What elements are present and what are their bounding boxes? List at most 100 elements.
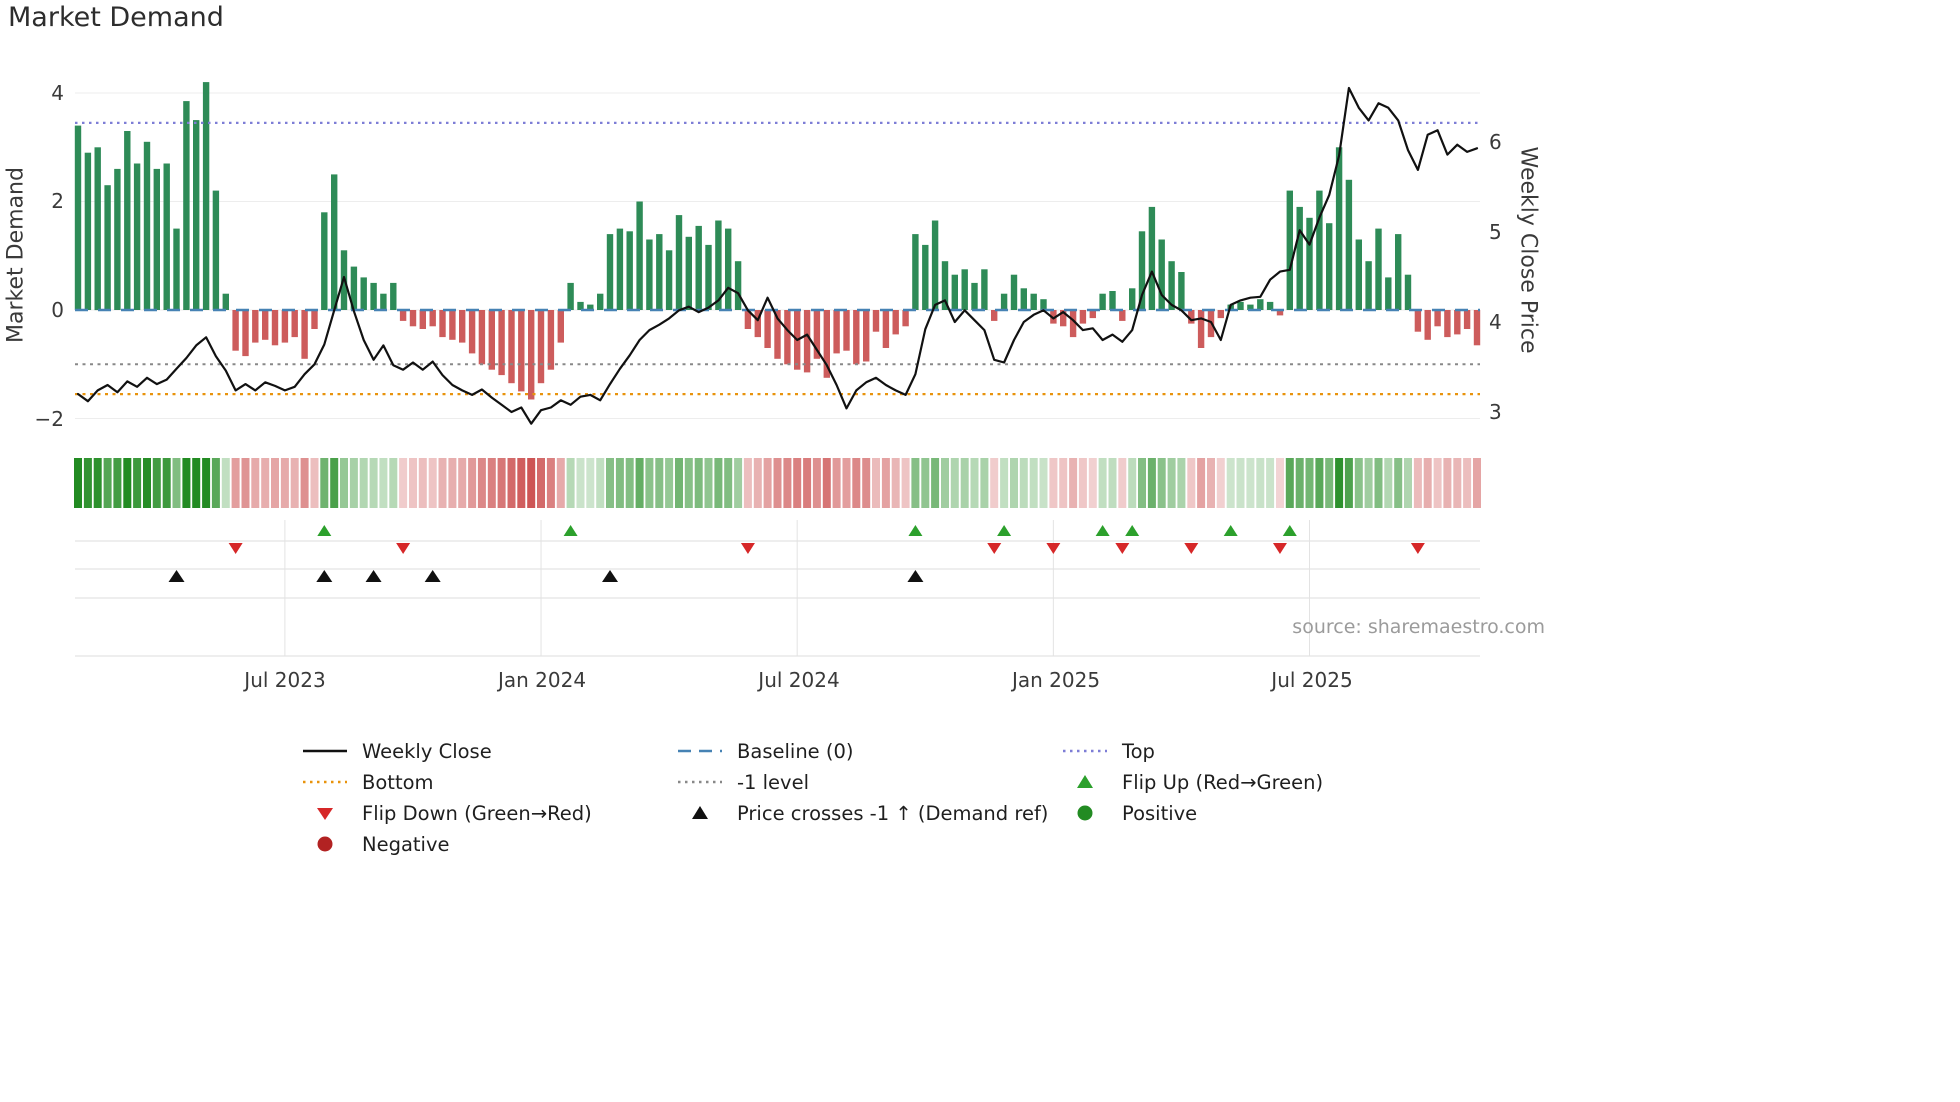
- demand-bar: [1158, 239, 1165, 310]
- demand-bar: [833, 310, 840, 354]
- demand-bar: [981, 269, 988, 310]
- demand-bar: [1434, 310, 1441, 327]
- flip-down-marker: [1272, 543, 1287, 554]
- demand-bar: [1395, 234, 1402, 310]
- heatmap-cell: [812, 458, 821, 508]
- heatmap-cell: [665, 458, 674, 508]
- heatmap-cell: [842, 458, 851, 508]
- heatmap-cell: [74, 458, 82, 508]
- heatmap-cell: [990, 458, 999, 508]
- demand-bar: [429, 310, 436, 327]
- heatmap-cell: [103, 458, 112, 508]
- heatmap-cell: [1404, 458, 1412, 508]
- left-axis-tick: 4: [51, 81, 64, 105]
- demand-bar: [922, 244, 929, 310]
- flip-down-marker: [1115, 543, 1130, 554]
- legend-item-top: Top: [1060, 736, 1490, 766]
- heatmap-cell: [330, 458, 339, 508]
- heatmap-cell: [458, 458, 467, 508]
- demand-bar: [577, 301, 584, 310]
- x-axis-tick: Jan 2024: [497, 668, 587, 692]
- legend-label: Top: [1122, 739, 1155, 763]
- heatmap-cell: [1177, 458, 1186, 508]
- demand-bar: [1444, 310, 1451, 338]
- heatmap-cell: [960, 458, 969, 508]
- demand-bar: [1168, 261, 1175, 310]
- demand-bar: [941, 261, 949, 310]
- demand-bar: [931, 220, 939, 310]
- demand-bar: [991, 310, 998, 321]
- flip-down-marker: [1410, 543, 1425, 554]
- legend-label: Price crosses -1 ↑ (Demand ref): [737, 801, 1049, 825]
- demand-bar: [1040, 299, 1047, 310]
- demand-bar: [715, 220, 722, 310]
- heatmap-cell: [1049, 458, 1058, 508]
- flip-down-marker: [396, 543, 411, 554]
- legend-label: Positive: [1122, 801, 1198, 825]
- x-axis-tick: Jan 2025: [1011, 668, 1101, 692]
- demand-bar: [734, 261, 742, 310]
- demand-bar: [84, 152, 92, 310]
- demand-bar: [173, 228, 180, 310]
- heatmap-cell: [586, 458, 595, 508]
- demand-bar: [1148, 206, 1156, 310]
- heatmap-cell: [428, 458, 437, 508]
- demand-bar: [557, 310, 564, 343]
- heatmap-cell: [852, 458, 861, 508]
- demand-bar: [1316, 190, 1323, 310]
- demand-bar: [971, 282, 978, 310]
- heatmap-cell: [1295, 458, 1304, 508]
- demand-bar: [567, 282, 574, 310]
- price-cross-marker: [424, 570, 441, 582]
- demand-bar: [537, 310, 545, 384]
- left-axis-tick: 2: [51, 189, 64, 213]
- demand-bar: [1414, 310, 1422, 332]
- demand-bar: [124, 131, 131, 310]
- demand-bar: [902, 310, 909, 327]
- heatmap-cell: [1069, 458, 1078, 508]
- weekly-close-line: [76, 86, 1479, 425]
- flip-up-marker: [1125, 525, 1140, 536]
- heatmap-cell: [714, 458, 723, 508]
- heatmap-cell: [1216, 458, 1225, 508]
- heatmap-cell: [1246, 458, 1255, 508]
- left-axis-tick: 0: [51, 298, 64, 322]
- demand-bar: [488, 310, 495, 370]
- demand-bar: [439, 310, 446, 338]
- heatmap-cell: [704, 458, 713, 508]
- heatmap-cell: [694, 458, 703, 508]
- heatmap-cell: [1354, 458, 1363, 508]
- demand-bar: [1217, 310, 1224, 319]
- heatmap-cell: [290, 458, 299, 508]
- legend-label: Negative: [362, 832, 450, 856]
- heatmap-cell: [133, 458, 142, 508]
- heatmap-cell: [1423, 458, 1432, 508]
- heatmap-cell: [409, 458, 417, 508]
- heatmap-cell: [349, 458, 358, 508]
- heatmap-cell: [684, 458, 693, 508]
- heatmap-cell: [231, 458, 240, 508]
- heatmap-cell: [1305, 458, 1314, 508]
- demand-bar: [872, 310, 880, 332]
- heatmap-cell: [891, 458, 900, 508]
- x-axis-tick: Jul 2024: [758, 668, 840, 692]
- legend-item-flip-down: Flip Down (Green→Red): [300, 798, 675, 828]
- demand-bar: [1020, 288, 1027, 310]
- heatmap-cell: [921, 458, 930, 508]
- heatmap-cell: [300, 458, 309, 508]
- heatmap-cell: [743, 458, 752, 508]
- heatmap-cell: [399, 458, 408, 508]
- demand-bar: [252, 310, 259, 343]
- demand-bar: [774, 310, 781, 359]
- heatmap-cell: [1433, 458, 1442, 508]
- demand-bar: [813, 310, 821, 359]
- demand-bar: [1276, 310, 1284, 316]
- demand-bar: [626, 231, 633, 310]
- heatmap-cell: [862, 458, 871, 508]
- heatmap-cell: [468, 458, 477, 508]
- heatmap-cell: [527, 458, 536, 508]
- heatmap-cell: [1315, 458, 1324, 508]
- heatmap-cell: [1187, 458, 1196, 508]
- demand-bar: [183, 101, 190, 310]
- heatmap-cell: [143, 458, 151, 508]
